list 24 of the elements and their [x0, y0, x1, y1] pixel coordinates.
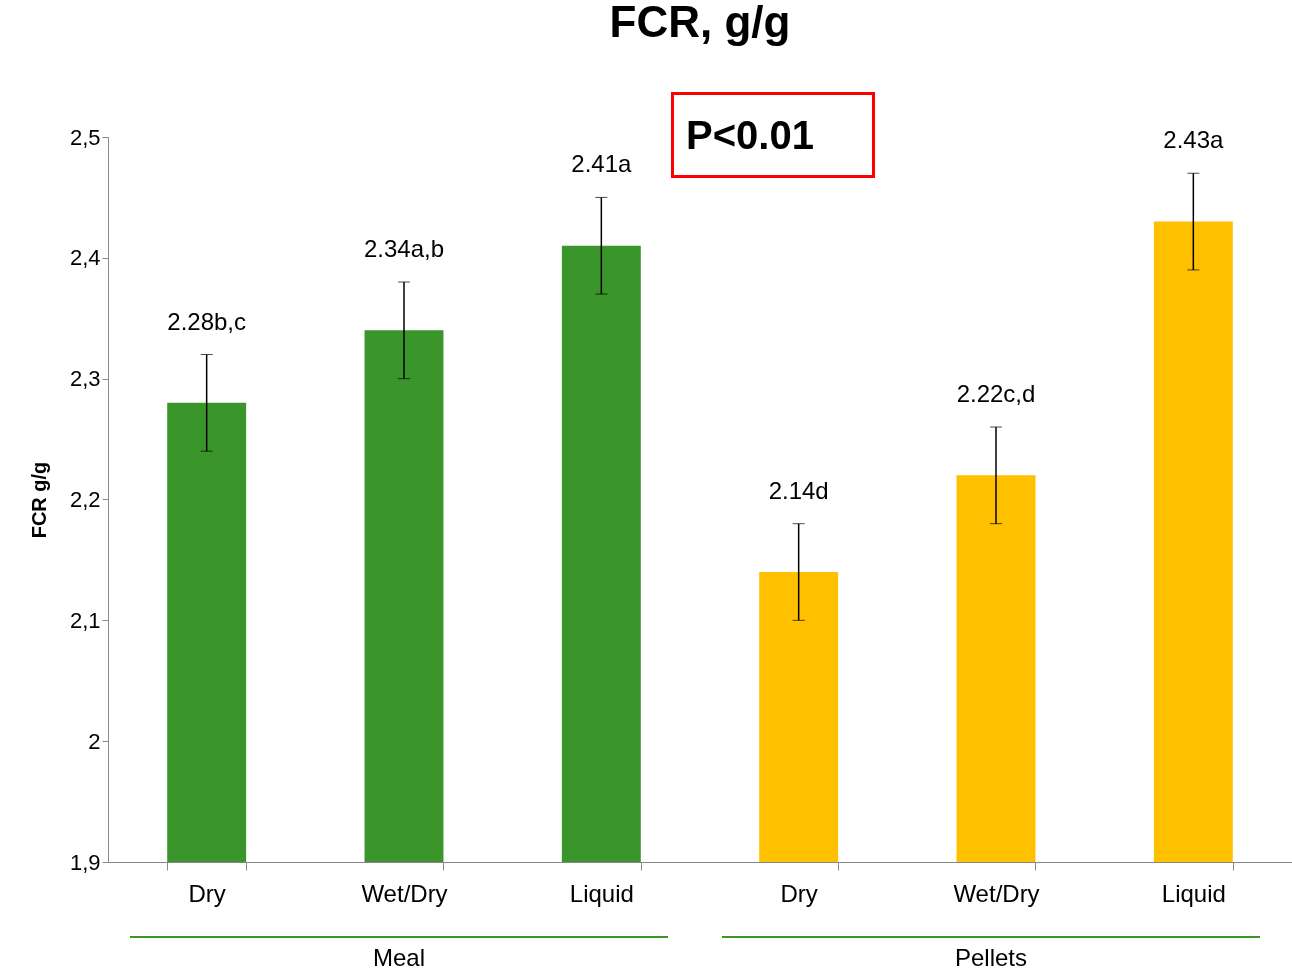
y-tick-label: 2,2 — [69, 487, 101, 512]
data-label: 2.41a — [571, 150, 633, 178]
text: Meal — [372, 944, 426, 972]
x-tick-label: Wet/Dry — [361, 879, 448, 907]
x-tick-label: Wet/Dry — [953, 879, 1040, 907]
data-label: 2.22c,d — [956, 380, 1036, 407]
data-label: 2.43a — [1163, 126, 1225, 154]
y-axis-title: FCR g/g — [27, 461, 50, 539]
y-tick-label: 2,1 — [69, 607, 101, 633]
x-tick-label: Liquid — [569, 879, 634, 907]
y-tick-label: 1,9 — [69, 849, 101, 875]
data-label: 2.34a,b — [363, 235, 445, 262]
text: Pellets — [953, 944, 1028, 972]
x-tick-label: Liquid — [1161, 879, 1226, 907]
y-tick-label: 2,4 — [69, 245, 101, 271]
data-label: 2.28b,c — [167, 307, 247, 335]
x-tick-label: Dry — [780, 879, 818, 907]
y-tick-label: 2 — [88, 728, 101, 754]
y-tick-label: 2,5 — [69, 124, 101, 150]
chart-title: FCR, g/g — [609, 0, 791, 46]
data-label: 2.14d — [768, 476, 829, 504]
y-tick-label: 2,3 — [69, 366, 101, 392]
annotation: P<0.01 — [671, 92, 875, 178]
x-tick-label: Dry — [188, 879, 226, 907]
